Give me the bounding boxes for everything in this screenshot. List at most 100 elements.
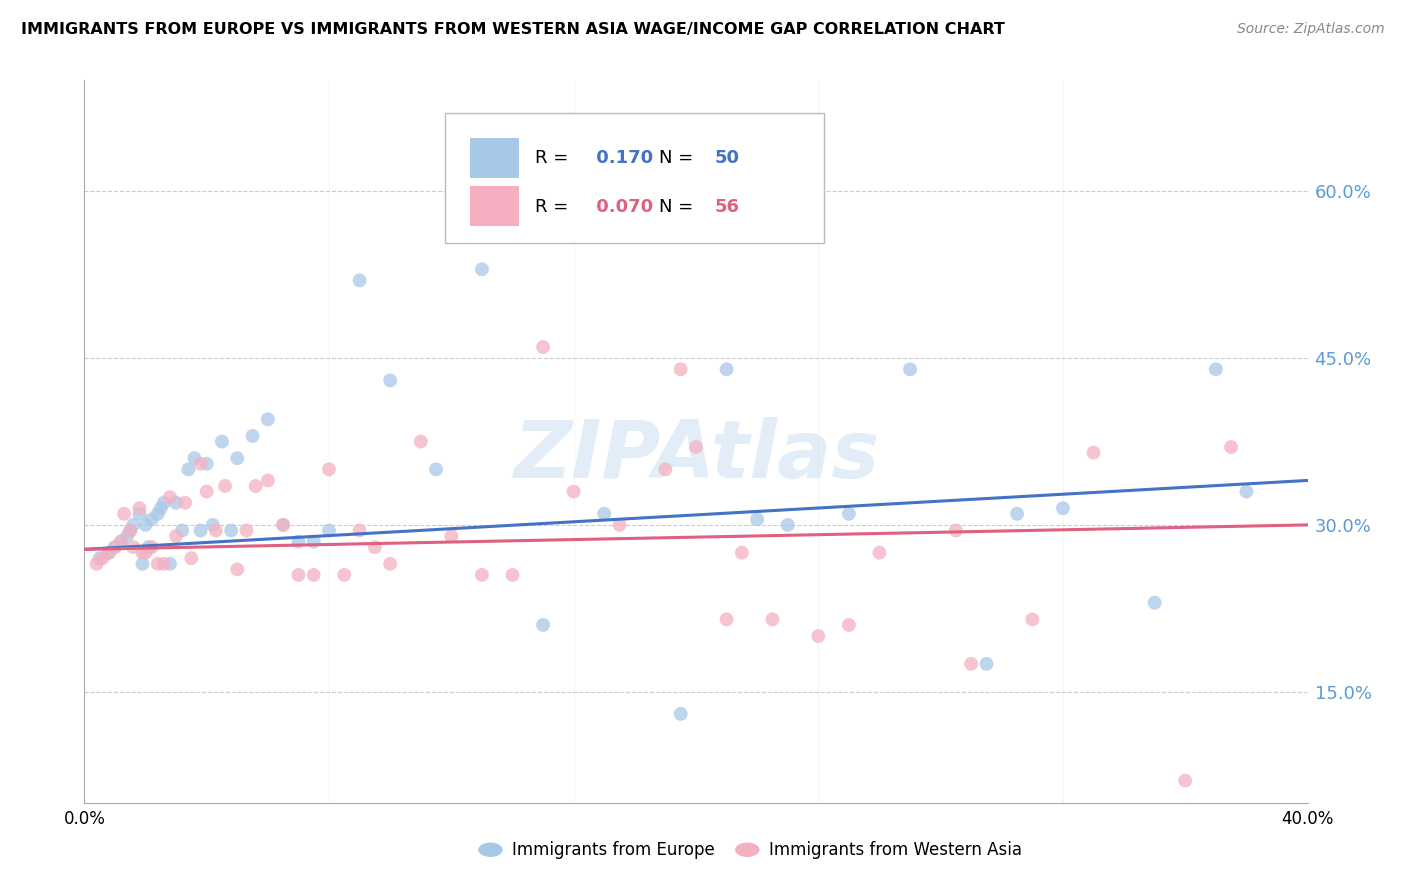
Point xyxy=(110,534,132,549)
Point xyxy=(531,340,554,354)
Point xyxy=(1143,596,1166,610)
Point xyxy=(349,524,371,538)
Point xyxy=(302,534,325,549)
Text: N =: N = xyxy=(659,149,699,168)
Point xyxy=(302,568,325,582)
Point xyxy=(131,546,153,560)
Text: R =: R = xyxy=(534,149,574,168)
Point xyxy=(201,517,224,532)
Point xyxy=(1005,507,1028,521)
Point xyxy=(318,524,340,538)
Point xyxy=(219,524,242,538)
Point xyxy=(146,507,169,521)
Point xyxy=(502,568,524,582)
Point xyxy=(761,612,783,626)
Point xyxy=(165,496,187,510)
Point xyxy=(716,612,738,626)
Point xyxy=(86,557,108,571)
Point xyxy=(1083,445,1105,459)
Point xyxy=(131,557,153,571)
Point xyxy=(960,657,983,671)
Point xyxy=(141,540,163,554)
Point xyxy=(716,362,738,376)
Point xyxy=(271,517,294,532)
Point xyxy=(1021,612,1043,626)
Point xyxy=(685,440,707,454)
Point xyxy=(609,517,631,532)
Text: Source: ZipAtlas.com: Source: ZipAtlas.com xyxy=(1237,22,1385,37)
Point xyxy=(333,568,356,582)
Point xyxy=(226,562,249,576)
Point xyxy=(146,557,169,571)
Point xyxy=(172,524,194,538)
Point xyxy=(440,529,463,543)
Text: 50: 50 xyxy=(714,149,740,168)
Point xyxy=(593,507,616,521)
Point xyxy=(122,540,145,554)
Point xyxy=(349,273,371,287)
Point xyxy=(104,540,127,554)
Point xyxy=(1236,484,1258,499)
Point xyxy=(1052,501,1074,516)
Point xyxy=(135,546,157,560)
Point xyxy=(380,373,402,387)
Text: ZIPAtlas: ZIPAtlas xyxy=(513,417,879,495)
Text: 56: 56 xyxy=(714,198,740,216)
Point xyxy=(159,557,181,571)
Point xyxy=(180,551,202,566)
Text: Immigrants from Europe: Immigrants from Europe xyxy=(513,841,716,859)
Point xyxy=(112,507,135,521)
Point xyxy=(165,529,187,543)
Point xyxy=(141,512,163,526)
Point xyxy=(242,429,264,443)
Point xyxy=(211,434,233,449)
Point xyxy=(287,534,309,549)
Point xyxy=(945,524,967,538)
Point xyxy=(898,362,921,376)
Point xyxy=(731,546,754,560)
Point xyxy=(318,462,340,476)
Point xyxy=(257,412,280,426)
Point xyxy=(115,529,138,543)
Text: N =: N = xyxy=(659,198,699,216)
Text: R =: R = xyxy=(534,198,574,216)
Point xyxy=(177,462,200,476)
Point xyxy=(409,434,432,449)
Point xyxy=(135,517,157,532)
Point xyxy=(128,501,150,516)
Point xyxy=(669,362,692,376)
Point xyxy=(183,451,205,466)
FancyBboxPatch shape xyxy=(470,186,519,227)
Point xyxy=(838,618,860,632)
Point xyxy=(531,618,554,632)
Point xyxy=(364,540,387,554)
Point xyxy=(190,457,212,471)
Point xyxy=(91,551,114,566)
Circle shape xyxy=(478,843,503,857)
Point xyxy=(425,462,447,476)
Point xyxy=(471,262,494,277)
Point xyxy=(869,546,891,560)
Point xyxy=(471,568,494,582)
Point xyxy=(776,517,799,532)
Point xyxy=(89,551,111,566)
Point xyxy=(195,484,218,499)
Point xyxy=(669,706,692,721)
Point xyxy=(257,474,280,488)
Point xyxy=(149,501,172,516)
Point xyxy=(226,451,249,466)
Point xyxy=(122,517,145,532)
FancyBboxPatch shape xyxy=(446,112,824,243)
Point xyxy=(195,457,218,471)
FancyBboxPatch shape xyxy=(470,138,519,178)
Point xyxy=(235,524,257,538)
Point xyxy=(159,490,181,504)
Text: Immigrants from Western Asia: Immigrants from Western Asia xyxy=(769,841,1022,859)
Point xyxy=(138,540,160,554)
Point xyxy=(214,479,236,493)
Point xyxy=(97,546,120,560)
Point xyxy=(97,546,120,560)
Point xyxy=(120,524,142,538)
Point xyxy=(110,534,132,549)
Point xyxy=(205,524,228,538)
